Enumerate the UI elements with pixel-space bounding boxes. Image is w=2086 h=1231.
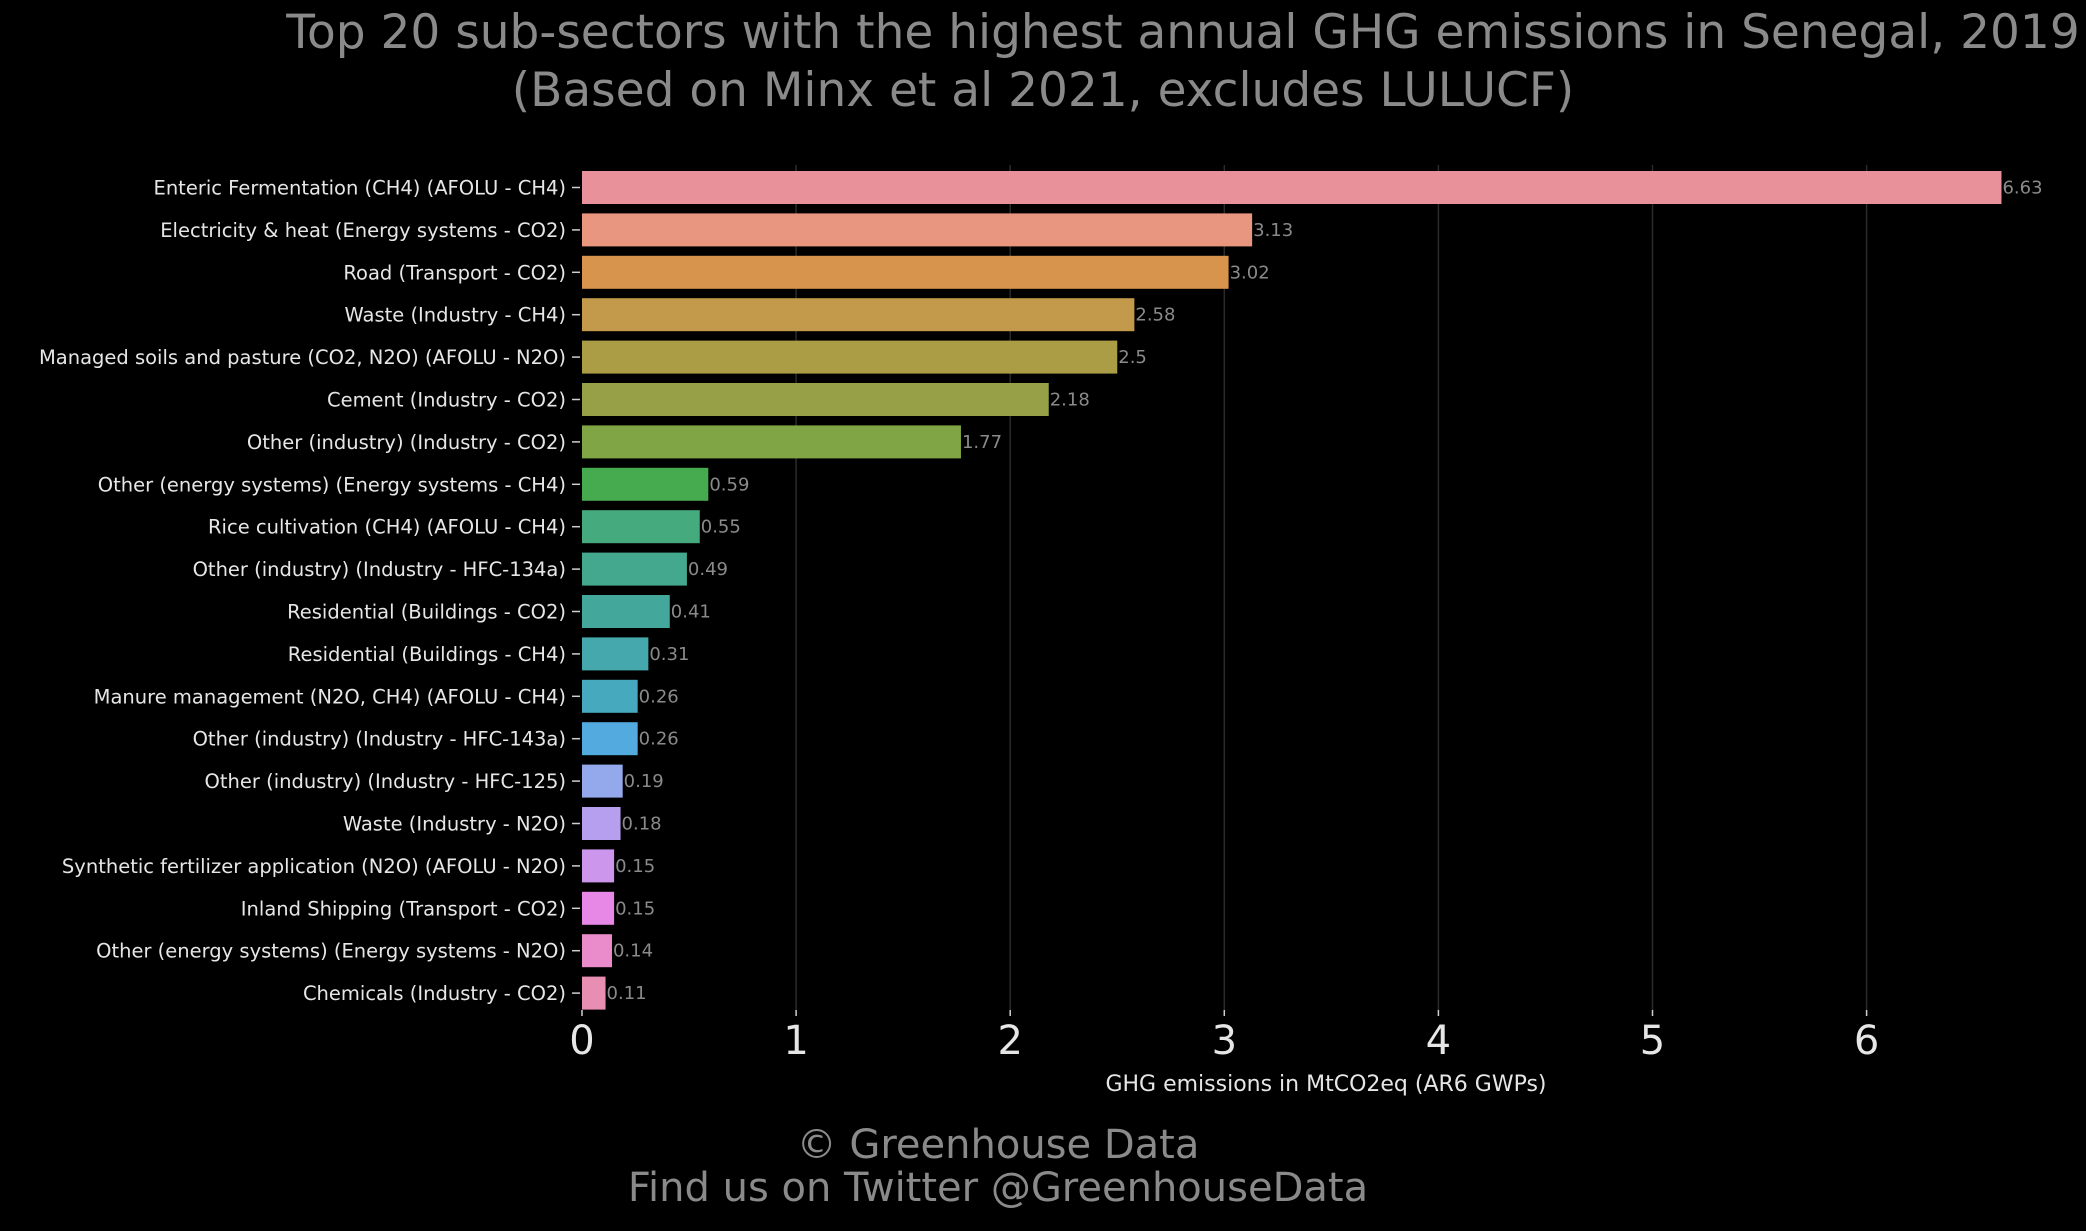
category-label-17: Synthetic fertilizer application (N2O) (… — [62, 855, 566, 878]
bar-7 — [582, 425, 961, 459]
chart-title-line-2: (Based on Minx et al 2021, excludes LULU… — [511, 63, 1575, 118]
category-label-10: Other (industry) (Industry - HFC-134a) — [193, 558, 566, 581]
value-label-16: 0.18 — [622, 814, 662, 835]
category-label-12: Residential (Buildings - CH4) — [288, 643, 566, 666]
category-label-5: Managed soils and pasture (CO2, N2O) (AF… — [39, 346, 566, 369]
value-label-11: 0.41 — [671, 602, 711, 623]
value-label-19: 0.14 — [613, 941, 653, 962]
bar-16 — [582, 807, 621, 840]
x-axis-label: GHG emissions in MtCO2eq (AR6 GWPs) — [1105, 1072, 1546, 1097]
bar-9 — [582, 510, 700, 544]
footer: © Greenhouse Data Find us on Twitter @Gr… — [0, 1124, 2086, 1210]
value-label-8: 0.59 — [709, 474, 749, 495]
bar-20 — [582, 976, 606, 1010]
bar-13 — [582, 679, 638, 713]
bar-19 — [582, 934, 612, 968]
bar-2 — [582, 213, 1253, 247]
bar-17 — [582, 849, 615, 883]
x-tick-label-1: 1 — [783, 1018, 808, 1064]
bar-14 — [582, 722, 638, 756]
category-label-16: Waste (Industry - N2O) — [343, 813, 566, 836]
category-labels: Enteric Fermentation (CH4) (AFOLU - CH4)… — [39, 177, 566, 1006]
category-label-15: Other (industry) (Industry - HFC-125) — [205, 770, 566, 793]
x-tick-label-0: 0 — [569, 1018, 594, 1064]
value-label-4: 2.58 — [1135, 305, 1175, 326]
value-label-10: 0.49 — [688, 559, 728, 580]
value-label-18: 0.15 — [615, 898, 655, 919]
category-label-19: Other (energy systems) (Energy systems -… — [96, 940, 566, 963]
x-tick-label-2: 2 — [997, 1018, 1022, 1064]
footer-twitter: Find us on Twitter @GreenhouseData — [627, 1165, 1369, 1211]
bar-5 — [582, 340, 1118, 374]
value-label-17: 0.15 — [615, 856, 655, 877]
bar-11 — [582, 595, 670, 628]
x-tick-label-6: 6 — [1854, 1018, 1879, 1064]
bar-12 — [582, 637, 649, 671]
category-label-2: Electricity & heat (Energy systems - CO2… — [160, 219, 566, 242]
category-label-11: Residential (Buildings - CO2) — [287, 601, 566, 624]
x-tick-label-3: 3 — [1212, 1018, 1237, 1064]
bar-18 — [582, 891, 615, 925]
category-label-1: Enteric Fermentation (CH4) (AFOLU - CH4) — [154, 177, 567, 200]
bars — [582, 171, 2002, 1010]
value-label-3: 3.02 — [1230, 262, 1270, 283]
bar-10 — [582, 552, 687, 586]
value-label-7: 1.77 — [962, 432, 1002, 453]
category-label-6: Cement (Industry - CO2) — [327, 389, 566, 412]
footer-copyright: © Greenhouse Data — [796, 1122, 1200, 1168]
value-label-9: 0.55 — [701, 517, 741, 538]
gridlines — [795, 165, 1868, 1010]
x-tick-label-5: 5 — [1640, 1018, 1665, 1064]
x-tick-labels: 0 1 2 3 4 5 6 — [569, 1010, 1879, 1064]
chart-title: Top 20 sub-sectors with the highest annu… — [0, 4, 2086, 120]
bar-6 — [582, 383, 1049, 416]
category-label-20: Chemicals (Industry - CO2) — [303, 982, 566, 1005]
value-label-20: 0.11 — [607, 983, 647, 1004]
category-label-3: Road (Transport - CO2) — [343, 261, 566, 284]
bar-8 — [582, 467, 709, 501]
bar-3 — [582, 255, 1229, 289]
bar-15 — [582, 764, 623, 798]
category-label-7: Other (industry) (Industry - CO2) — [247, 431, 566, 454]
value-label-13: 0.26 — [639, 686, 679, 707]
y-tick-marks — [572, 186, 580, 994]
value-label-15: 0.19 — [624, 771, 664, 792]
category-label-9: Rice cultivation (CH4) (AFOLU - CH4) — [208, 516, 566, 539]
value-label-6: 2.18 — [1050, 390, 1090, 411]
value-label-2: 3.13 — [1253, 220, 1293, 241]
category-label-14: Other (industry) (Industry - HFC-143a) — [193, 728, 566, 751]
category-label-13: Manure management (N2O, CH4) (AFOLU - CH… — [94, 685, 566, 708]
value-label-14: 0.26 — [639, 729, 679, 750]
value-label-12: 0.31 — [649, 644, 689, 665]
bar-4 — [582, 298, 1135, 332]
bar-1 — [582, 171, 2002, 204]
category-label-8: Other (energy systems) (Energy systems -… — [98, 473, 566, 496]
value-label-5: 2.5 — [1118, 347, 1147, 368]
value-label-1: 6.63 — [2002, 178, 2042, 199]
chart-title-line-1: Top 20 sub-sectors with the highest annu… — [286, 5, 2080, 60]
value-labels: 6.63 3.13 3.02 2.58 2.5 2.18 1.77 0.59 0.55 0.49 0… — [607, 178, 2043, 1005]
x-tick-label-4: 4 — [1426, 1018, 1451, 1064]
category-label-4: Waste (Industry - CH4) — [344, 304, 566, 327]
category-label-18: Inland Shipping (Transport - CO2) — [241, 897, 566, 920]
